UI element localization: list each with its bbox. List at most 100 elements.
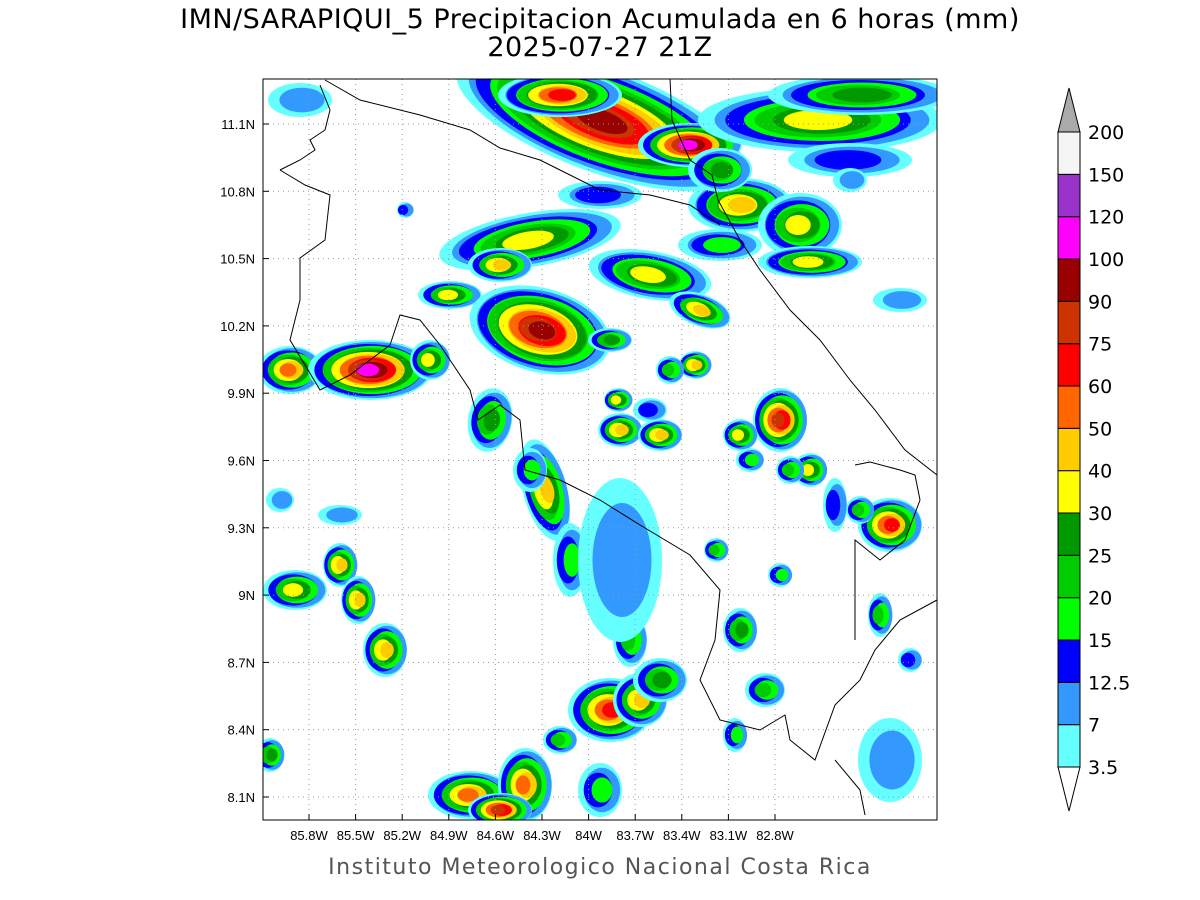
precip-contour	[266, 748, 278, 762]
precip-contour	[523, 459, 541, 481]
lat-tick-label: 9.3N	[228, 521, 255, 536]
precip-contour	[492, 259, 512, 271]
colorbar-label: 20	[1088, 588, 1112, 610]
colorbar-under-triangle	[1057, 766, 1081, 812]
colorbar-label: 100	[1088, 249, 1124, 271]
chart-title: IMN/SARAPIQUI_5 Precipitacion Acumulada …	[180, 4, 1020, 35]
footer-credit: Instituto Meteorologico Nacional Costa R…	[328, 855, 872, 880]
lon-tick-label: 83.7W	[616, 828, 654, 843]
precip-contour	[483, 409, 501, 432]
precip-contour	[851, 503, 865, 517]
precip-contour	[630, 266, 666, 284]
map-frame	[262, 78, 938, 821]
lon-tick-label: 84.3W	[523, 828, 561, 843]
precip-contour	[563, 543, 581, 577]
lat-tick-label: 8.4N	[228, 723, 255, 738]
precip-contour	[832, 87, 892, 103]
precip-contour	[814, 150, 882, 170]
precip-contour	[884, 518, 900, 532]
precip-contour	[603, 334, 621, 346]
coastline	[834, 759, 866, 816]
precip-contour	[610, 395, 622, 405]
colorbar-label: 150	[1088, 164, 1124, 186]
precip-contour	[326, 507, 358, 523]
colorbar-label: 50	[1088, 418, 1112, 440]
precip-contour	[421, 353, 435, 367]
colorbar-label: 3.5	[1088, 757, 1118, 779]
lat-tick-label: 11.1N	[221, 117, 255, 132]
lon-tick-label: 84.6W	[477, 828, 515, 843]
colorbar-label: 7	[1088, 715, 1100, 737]
precip-contour	[336, 558, 348, 572]
lon-tick-label: 83.4W	[663, 828, 701, 843]
precip-contour	[691, 360, 703, 370]
colorbar-swatch	[1057, 597, 1081, 641]
precip-contour	[271, 491, 293, 509]
precip-contour	[792, 256, 824, 268]
lon-tick-label: 85.8W	[290, 828, 328, 843]
coastline	[854, 461, 921, 640]
latitude-ticks: 11.1N 10.8N 10.5N 10.2N 9.9N 9.6N 9.3N 9N 8.7N 8.…	[220, 117, 269, 805]
colorbar-swatch	[1057, 427, 1081, 472]
colorbar-swatch	[1057, 300, 1081, 345]
colorbar-over-triangle	[1057, 87, 1081, 133]
precip-contour	[744, 453, 760, 467]
precip-contour	[279, 87, 325, 113]
colorbar-swatch	[1057, 470, 1081, 514]
colorbar-label: 30	[1088, 503, 1112, 525]
precip-contour	[754, 682, 772, 698]
lat-tick-label: 8.7N	[228, 655, 255, 670]
precip-contour	[693, 304, 711, 317]
lon-tick-label: 85.2W	[383, 828, 421, 843]
colorbar-swatch	[1057, 258, 1081, 302]
lat-tick-label: 9N	[238, 588, 255, 603]
precip-contour	[615, 424, 629, 436]
colorbar: 3.5 7 12.5 15 20 25 30 40 50 60 75 90 100 120 150 200	[1057, 87, 1130, 812]
colorbar-label: 25	[1088, 545, 1112, 567]
precip-contour	[728, 197, 756, 213]
lat-tick-label: 9.9N	[228, 386, 255, 401]
precip-contour	[661, 363, 675, 377]
coastline	[669, 79, 937, 476]
coastlines	[279, 79, 937, 816]
precip-contour	[356, 363, 380, 377]
coastline	[324, 79, 721, 226]
precip-contour	[825, 489, 841, 521]
longitude-ticks: 85.8W 85.5W 85.2W 84.9W 84.6W 84.3W 84W 83.7W 83…	[290, 814, 795, 843]
colorbar-label: 40	[1088, 461, 1112, 483]
precip-contour	[882, 291, 922, 309]
colorbar-swatch	[1057, 173, 1081, 218]
precip-contour	[515, 775, 531, 795]
precip-contour	[900, 652, 916, 668]
colorbar-label: 200	[1088, 122, 1124, 144]
precip-contour	[591, 777, 613, 803]
precip-contour	[771, 412, 785, 428]
precip-contour	[710, 161, 734, 179]
precip-contour	[638, 402, 658, 418]
colorbar-swatch	[1057, 554, 1081, 599]
grid-lines	[263, 79, 937, 820]
precip-contour	[380, 642, 394, 658]
precip-contour	[490, 805, 506, 815]
precip-contour	[652, 671, 672, 689]
precip-contour	[783, 109, 853, 131]
colorbar-swatch	[1057, 216, 1081, 260]
lon-tick-label: 84W	[575, 828, 602, 843]
colorbar-swatch	[1057, 512, 1081, 556]
colorbar-swatch	[1057, 639, 1081, 683]
lon-tick-label: 83.1W	[710, 828, 748, 843]
colorbar-swatch	[1057, 385, 1081, 429]
precipitation-field	[263, 79, 937, 820]
precip-contour	[801, 463, 815, 477]
precip-contour	[279, 363, 297, 377]
precip-contour	[655, 429, 669, 441]
precip-contour	[735, 621, 749, 639]
lon-tick-label: 84.9W	[430, 828, 468, 843]
precip-contour	[731, 429, 745, 441]
precip-contour	[282, 583, 304, 597]
precip-contour	[781, 463, 795, 477]
lat-tick-label: 10.2N	[220, 319, 255, 334]
lon-tick-label: 85.5W	[337, 828, 375, 843]
precip-contour	[730, 726, 744, 744]
